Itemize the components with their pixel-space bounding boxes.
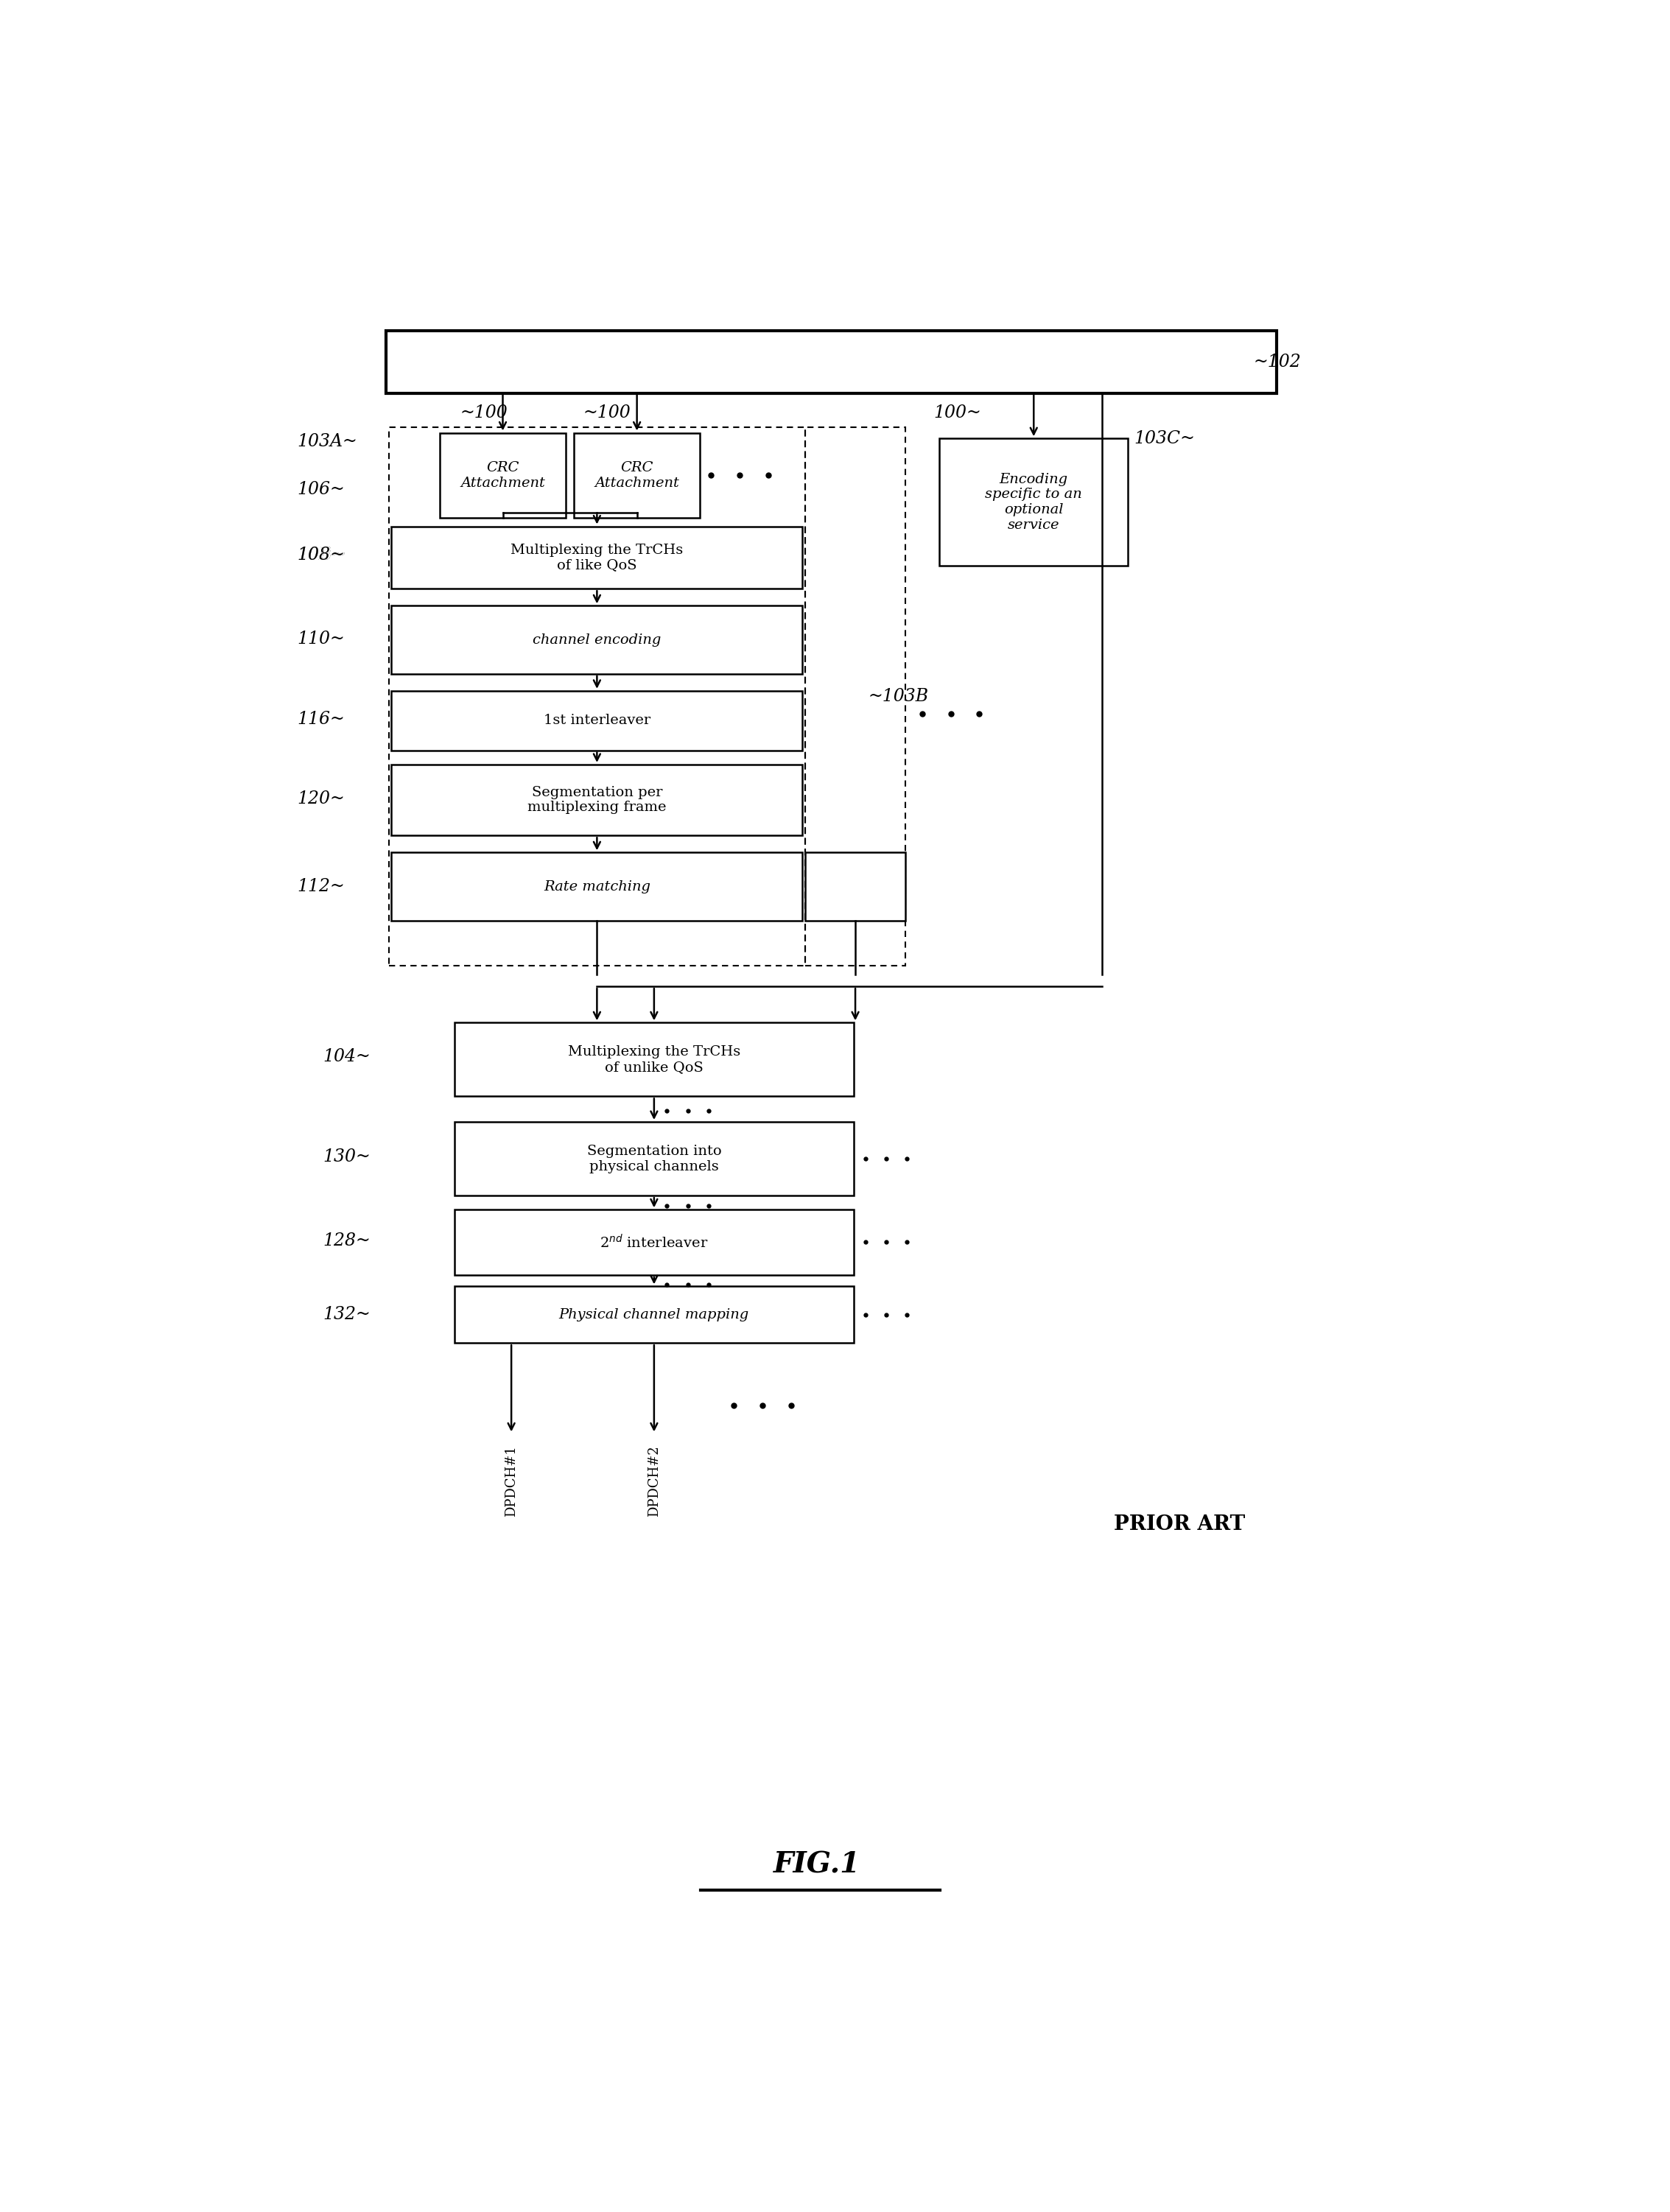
Text: Physical channel mapping: Physical channel mapping bbox=[559, 1307, 750, 1321]
FancyBboxPatch shape bbox=[574, 434, 700, 518]
Text: 116~: 116~ bbox=[297, 710, 346, 728]
Text: DPDCH#2: DPDCH#2 bbox=[648, 1444, 661, 1517]
FancyBboxPatch shape bbox=[454, 1022, 853, 1097]
FancyBboxPatch shape bbox=[391, 852, 803, 920]
Text: Rate matching: Rate matching bbox=[543, 880, 650, 894]
FancyBboxPatch shape bbox=[940, 438, 1127, 566]
Text: 103C~: 103C~ bbox=[1134, 429, 1194, 447]
Text: 10B~: 10B~ bbox=[297, 546, 347, 564]
FancyBboxPatch shape bbox=[386, 330, 1276, 394]
Text: 100~: 100~ bbox=[934, 405, 982, 420]
Text: 110~: 110~ bbox=[297, 630, 346, 648]
Text: 103A~: 103A~ bbox=[297, 434, 357, 449]
Text: ~103B: ~103B bbox=[868, 688, 929, 706]
Text: CRC
Attachment: CRC Attachment bbox=[461, 460, 544, 489]
Text: 10B~: 10B~ bbox=[297, 546, 347, 564]
FancyBboxPatch shape bbox=[391, 765, 803, 836]
FancyBboxPatch shape bbox=[805, 852, 905, 920]
FancyBboxPatch shape bbox=[391, 606, 803, 675]
Text: 120~: 120~ bbox=[297, 790, 346, 807]
Text: CRC
Attachment: CRC Attachment bbox=[595, 460, 680, 489]
FancyBboxPatch shape bbox=[454, 1121, 853, 1197]
Text: Segmentation per
multiplexing frame: Segmentation per multiplexing frame bbox=[528, 785, 666, 814]
Text: channel encoding: channel encoding bbox=[533, 633, 661, 646]
Text: 130~: 130~ bbox=[322, 1148, 371, 1166]
FancyBboxPatch shape bbox=[391, 526, 803, 588]
FancyBboxPatch shape bbox=[439, 434, 566, 518]
Text: 112~: 112~ bbox=[297, 878, 346, 896]
Text: ~102: ~102 bbox=[1254, 354, 1301, 369]
Text: PRIOR ART: PRIOR ART bbox=[1114, 1515, 1246, 1535]
Text: 106~: 106~ bbox=[297, 480, 346, 498]
FancyBboxPatch shape bbox=[454, 1210, 853, 1274]
Text: Segmentation into
physical channels: Segmentation into physical channels bbox=[586, 1144, 721, 1172]
Text: ~100: ~100 bbox=[459, 405, 508, 420]
Text: 104~: 104~ bbox=[322, 1048, 371, 1066]
Text: Encoding
specific to an
optional
service: Encoding specific to an optional service bbox=[985, 473, 1082, 531]
FancyBboxPatch shape bbox=[454, 1287, 853, 1343]
Text: 108~: 108~ bbox=[297, 546, 346, 564]
Text: 128~: 128~ bbox=[322, 1232, 371, 1250]
Text: DPDCH#1: DPDCH#1 bbox=[504, 1444, 518, 1517]
Text: 1st interleaver: 1st interleaver bbox=[543, 714, 650, 728]
Text: ~100: ~100 bbox=[583, 405, 630, 420]
Text: 132~: 132~ bbox=[322, 1307, 371, 1323]
Text: FIG.1: FIG.1 bbox=[773, 1851, 860, 1878]
Text: Multiplexing the TrCHs
of like QoS: Multiplexing the TrCHs of like QoS bbox=[511, 544, 683, 573]
Text: 2$^{nd}$ interleaver: 2$^{nd}$ interleaver bbox=[600, 1234, 708, 1252]
FancyBboxPatch shape bbox=[391, 690, 803, 750]
Text: Multiplexing the TrCHs
of unlike QoS: Multiplexing the TrCHs of unlike QoS bbox=[568, 1046, 740, 1073]
